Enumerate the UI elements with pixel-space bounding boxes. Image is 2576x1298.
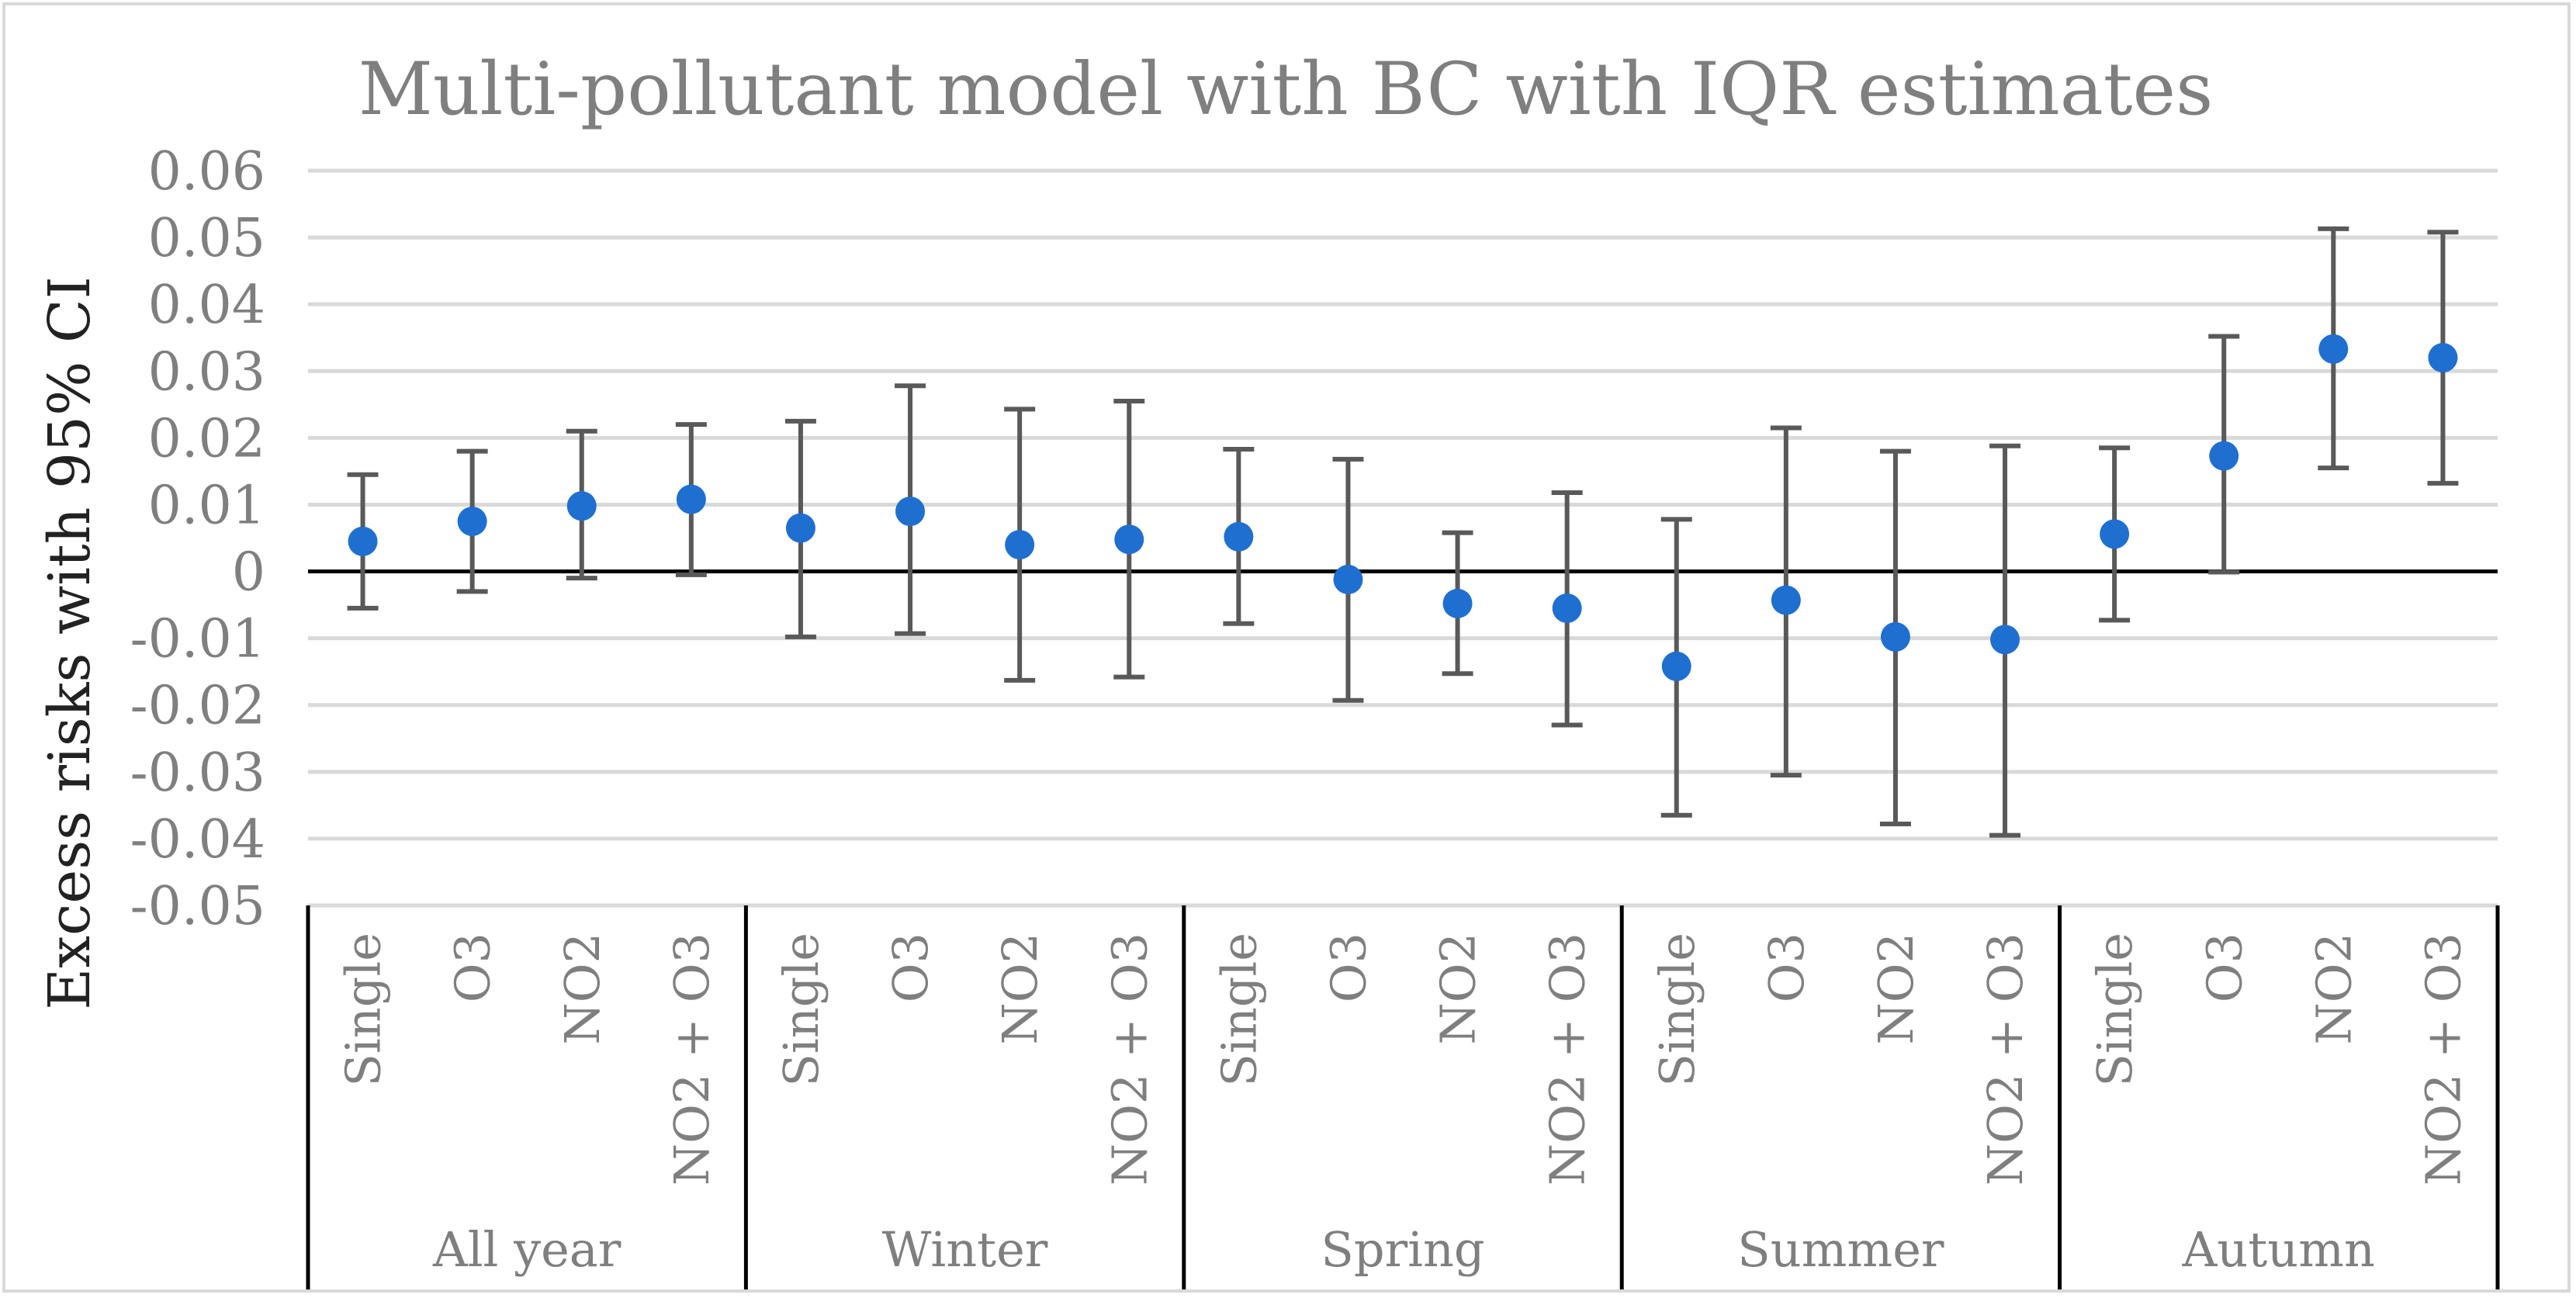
chart: Multi-pollutant model with BC with IQR e… [36, 47, 2500, 1289]
category-label: O3 [1758, 933, 1815, 1002]
y-axis-ticks: 0.060.050.040.030.020.010-0.01-0.02-0.03… [130, 141, 265, 937]
data-point [2209, 441, 2239, 471]
category-label: NO2 + O3 [1539, 933, 1596, 1186]
y-tick-label: -0.03 [130, 742, 265, 804]
y-tick-label: 0.06 [148, 141, 265, 202]
y-tick-label: 0 [232, 542, 265, 604]
category-label: Single [1210, 933, 1267, 1086]
data-point [676, 484, 706, 514]
y-tick-label: -0.04 [130, 809, 265, 871]
axes [306, 569, 2500, 1289]
data-point [1442, 588, 1473, 618]
error-bars [347, 226, 2459, 838]
group-label: Winter [882, 1221, 1048, 1278]
data-point [1552, 593, 1582, 623]
category-label: O3 [1320, 933, 1376, 1002]
group-label: All year [432, 1221, 621, 1278]
gridlines [308, 168, 2498, 908]
category-label: NO2 [1430, 933, 1487, 1045]
category-label: NO2 + O3 [2415, 933, 2471, 1186]
y-tick-label: 0.05 [148, 208, 265, 269]
data-point [1114, 524, 1144, 555]
data-point [457, 506, 487, 536]
category-label: NO2 [992, 933, 1048, 1045]
data-point [2318, 334, 2349, 364]
y-tick-label: 0.01 [148, 475, 265, 536]
y-tick-label: 0.04 [148, 275, 265, 336]
data-point [1771, 585, 1801, 615]
category-label: Single [773, 933, 829, 1086]
group-label: Summer [1737, 1221, 1944, 1278]
data-point [566, 491, 597, 521]
data-points [348, 334, 2458, 681]
data-point [1333, 564, 1363, 594]
data-point [2428, 343, 2458, 373]
y-tick-label: 0.03 [148, 341, 265, 403]
data-point [348, 526, 378, 556]
data-point [785, 513, 815, 543]
data-point [2100, 519, 2130, 549]
category-label: NO2 + O3 [1977, 933, 2034, 1186]
y-tick-label: -0.02 [130, 676, 265, 737]
x-axis-categories: All year Single O3 NO2 NO2 + O3 Winter Single O… [335, 933, 2472, 1278]
category-label: O3 [445, 933, 501, 1002]
category-label: NO2 + O3 [1101, 933, 1158, 1186]
category-label: O3 [2196, 933, 2252, 1002]
y-axis-label: Excess risks with 95% CI [36, 276, 103, 1010]
group-label: Autumn [2182, 1221, 2375, 1278]
data-point [895, 497, 926, 527]
group-label: Spring [1321, 1221, 1484, 1278]
chart-title: Multi-pollutant model with BC with IQR e… [358, 47, 2214, 132]
category-label: O3 [882, 933, 939, 1002]
y-tick-label: -0.01 [130, 609, 265, 670]
category-label: NO2 + O3 [663, 933, 720, 1186]
category-label: NO2 [554, 933, 611, 1045]
data-point [1990, 625, 2020, 655]
category-label: Single [2086, 933, 2143, 1086]
y-tick-label: 0.02 [148, 408, 265, 469]
y-tick-label: -0.05 [130, 876, 265, 937]
category-label: Single [1649, 933, 1705, 1086]
data-point [1005, 530, 1035, 560]
category-label: NO2 [1868, 933, 1924, 1045]
category-label: NO2 [2305, 933, 2362, 1045]
category-label: Single [335, 933, 392, 1086]
data-point [1880, 621, 1910, 652]
data-point [1661, 651, 1691, 681]
data-point [1224, 521, 1254, 552]
